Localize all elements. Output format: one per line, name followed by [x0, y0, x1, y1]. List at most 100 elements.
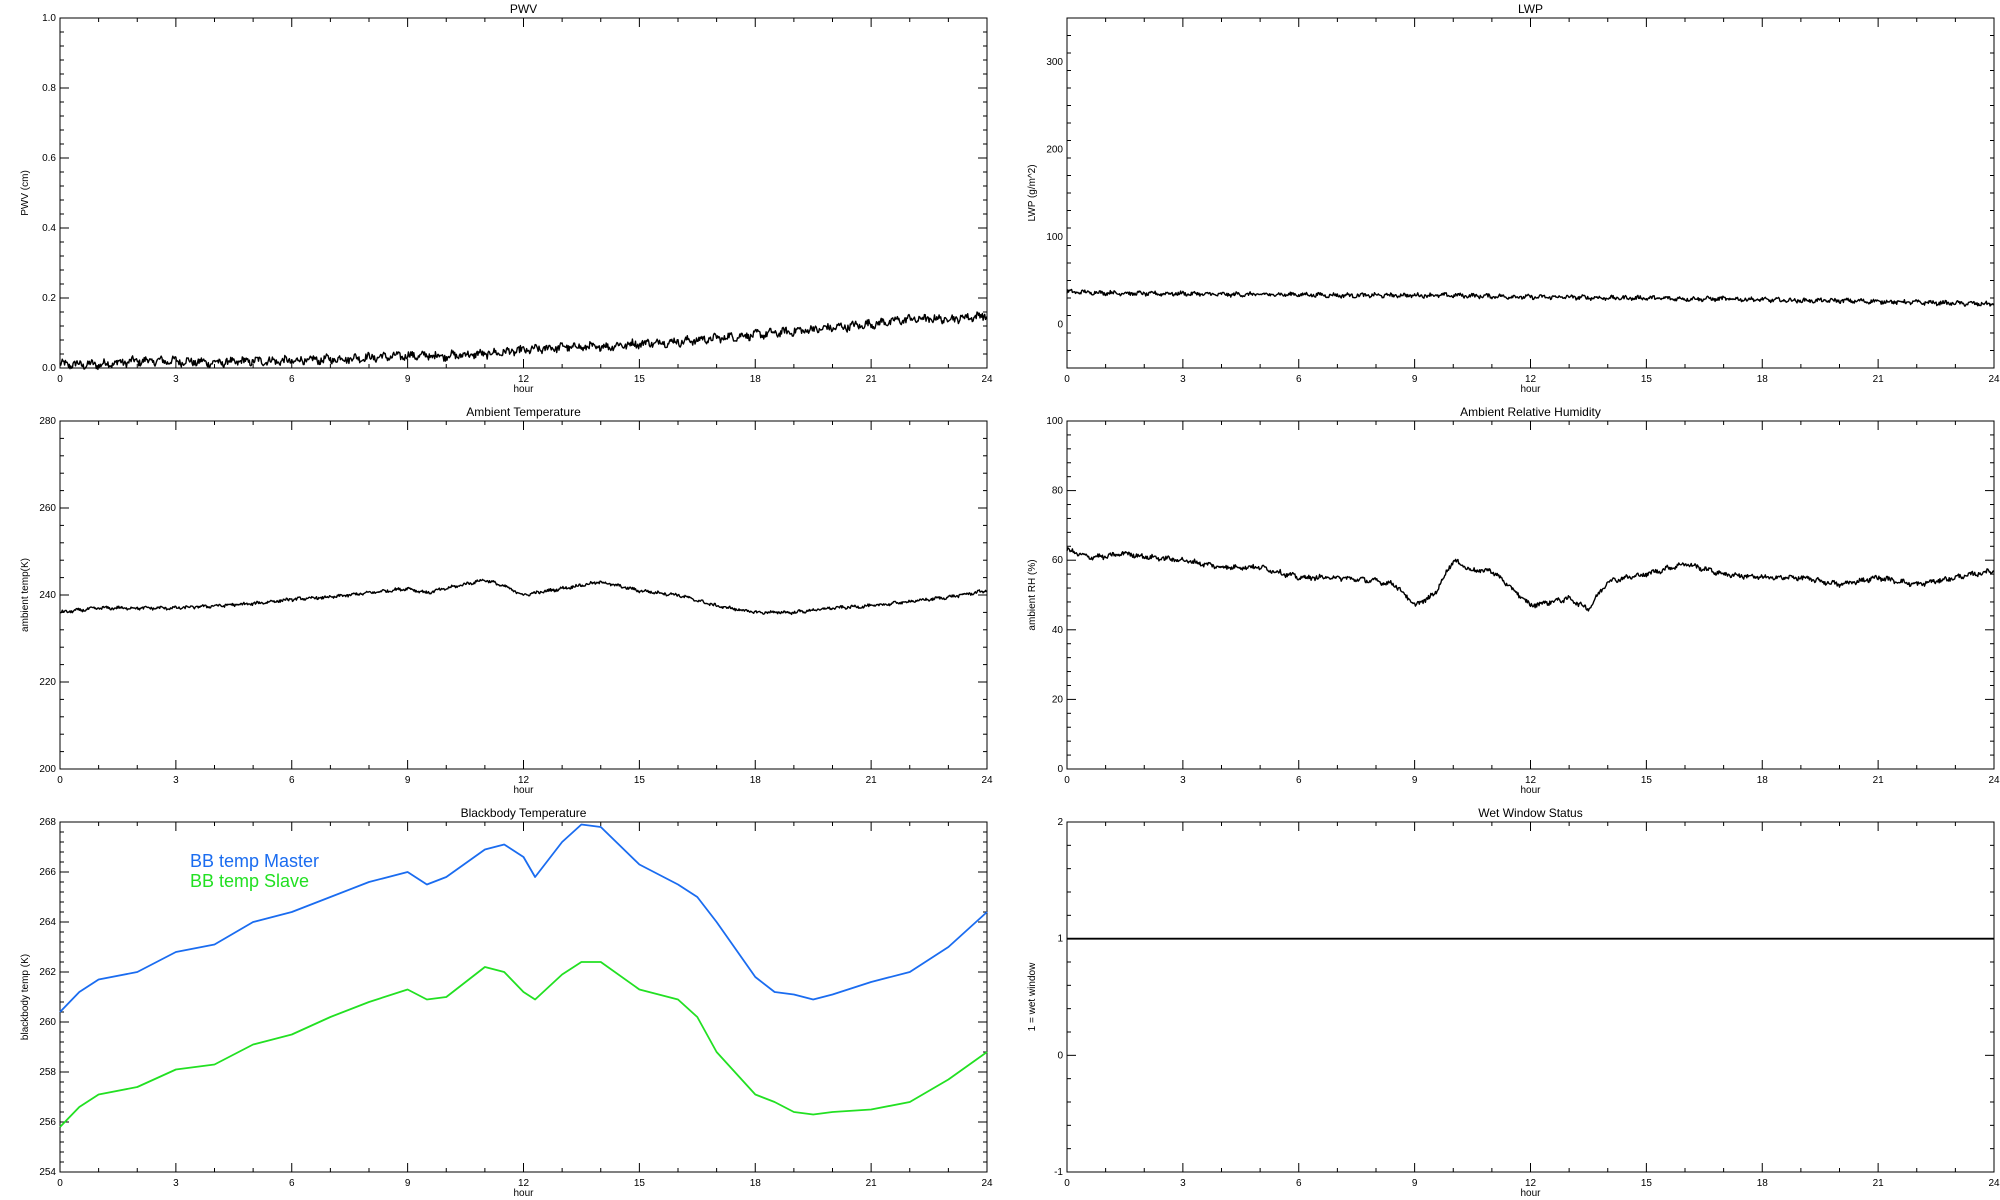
x-tick-label: 9 — [1412, 1178, 1418, 1189]
x-tick-label: 24 — [981, 1178, 993, 1189]
x-tick-label: 12 — [518, 374, 530, 385]
x-tick-label: 18 — [750, 374, 762, 385]
x-tick-label: 12 — [518, 1178, 530, 1189]
x-tick-label: 18 — [1757, 1178, 1769, 1189]
y-tick-label: 256 — [39, 1117, 56, 1128]
y-axis-label: LWP (g/m^2) — [1027, 164, 1038, 221]
x-tick-label: 24 — [1988, 775, 2000, 786]
x-tick-label: 0 — [1064, 775, 1070, 786]
x-tick-label: 0 — [57, 374, 63, 385]
series-line — [59, 311, 988, 371]
x-tick-label: 0 — [1064, 1178, 1070, 1189]
chart-ambient-relative-humidity: Ambient Relative Humidity 0 3 6 9 12 15 18 21 24 h… — [1027, 405, 2000, 796]
chart-title: PWV — [510, 2, 537, 16]
y-tick-label: 200 — [39, 764, 56, 775]
x-tick-label: 24 — [981, 374, 993, 385]
y-tick-label: 20 — [1052, 694, 1064, 705]
chart-title: Blackbody Temperature — [461, 806, 587, 820]
y-tick-label: 0 — [1057, 319, 1063, 330]
y-tick-label: 280 — [39, 416, 56, 427]
y-axis-label: 1 = wet window — [1027, 962, 1038, 1031]
x-tick-label: 21 — [1873, 775, 1885, 786]
x-tick-label: 15 — [1641, 775, 1653, 786]
x-axis-label: hour — [1520, 384, 1541, 395]
y-tick-label: 0.8 — [42, 83, 56, 94]
x-tick-label: 21 — [866, 1178, 878, 1189]
y-tick-label: -1 — [1054, 1167, 1063, 1178]
x-tick-label: 12 — [518, 775, 530, 786]
chart-title: LWP — [1518, 2, 1543, 16]
x-tick-label: 9 — [405, 775, 411, 786]
x-tick-label: 18 — [750, 775, 762, 786]
y-tick-label: 240 — [39, 590, 56, 601]
y-tick-label: 2 — [1057, 817, 1063, 828]
x-tick-label: 9 — [1412, 775, 1418, 786]
series-line — [1066, 547, 1995, 612]
x-tick-label: 21 — [1873, 374, 1885, 385]
legend-entry: BB temp Master — [190, 851, 319, 871]
chart-pwv: PWV 0 3 6 9 12 15 18 21 24 hour 0.0 0.2 0.4 0.6 0.8 1.0 P… — [20, 2, 993, 395]
x-tick-label: 6 — [289, 1178, 295, 1189]
x-axis-label: hour — [513, 785, 534, 796]
y-tick-label: 80 — [1052, 486, 1064, 497]
x-tick-label: 6 — [1296, 374, 1302, 385]
chart-blackbody-temperature: Blackbody Temperature 0 3 6 9 12 15 18 21 24 hour 2… — [20, 806, 993, 1199]
x-tick-label: 0 — [57, 775, 63, 786]
x-tick-label: 3 — [173, 775, 179, 786]
y-axis-label: ambient RH (%) — [1027, 559, 1038, 630]
y-tick-label: 220 — [39, 677, 56, 688]
y-tick-label: 0.0 — [42, 363, 56, 374]
y-tick-label: 200 — [1046, 144, 1063, 155]
x-tick-label: 9 — [405, 1178, 411, 1189]
x-tick-label: 18 — [750, 1178, 762, 1189]
x-tick-label: 3 — [1180, 1178, 1186, 1189]
y-tick-label: 0.4 — [42, 223, 56, 234]
y-tick-label: 100 — [1046, 416, 1063, 427]
x-tick-label: 15 — [1641, 1178, 1653, 1189]
x-tick-label: 6 — [1296, 775, 1302, 786]
x-tick-label: 21 — [866, 775, 878, 786]
x-axis-label: hour — [1520, 785, 1541, 796]
x-tick-label: 6 — [289, 775, 295, 786]
y-tick-label: 100 — [1046, 232, 1063, 243]
x-tick-label: 9 — [1412, 374, 1418, 385]
x-tick-label: 9 — [405, 374, 411, 385]
y-tick-label: 262 — [39, 967, 56, 978]
x-tick-label: 6 — [1296, 1178, 1302, 1189]
y-tick-label: 266 — [39, 867, 56, 878]
series-line-bb-temp-master — [59, 823, 988, 1013]
x-tick-label: 24 — [1988, 1178, 2000, 1189]
y-tick-label: 0.6 — [42, 153, 56, 164]
x-tick-label: 3 — [1180, 374, 1186, 385]
y-tick-label: 260 — [39, 503, 56, 514]
x-tick-label: 15 — [1641, 374, 1653, 385]
x-tick-label: 15 — [634, 374, 646, 385]
x-axis-label: hour — [513, 1188, 534, 1199]
y-tick-label: 0 — [1057, 764, 1063, 775]
series-line — [59, 578, 987, 616]
x-tick-label: 12 — [1525, 1178, 1537, 1189]
x-tick-label: 3 — [173, 1178, 179, 1189]
chart-title: Ambient Relative Humidity — [1460, 405, 1601, 419]
y-tick-label: 1.0 — [42, 13, 56, 24]
chart-lwp: LWP 0 3 6 9 12 15 18 21 24 hour 0 100 200 300 LWP (g/m^… — [1027, 2, 2000, 395]
x-tick-label: 24 — [1988, 374, 2000, 385]
x-tick-label: 0 — [1064, 374, 1070, 385]
x-tick-label: 18 — [1757, 374, 1769, 385]
y-tick-label: 60 — [1052, 555, 1064, 566]
y-tick-label: 300 — [1046, 57, 1063, 68]
x-tick-label: 3 — [1180, 775, 1186, 786]
y-tick-label: 264 — [39, 917, 56, 928]
y-tick-label: 0 — [1057, 1050, 1063, 1061]
y-tick-label: 40 — [1052, 625, 1064, 636]
chart-title: Wet Window Status — [1478, 806, 1582, 820]
x-tick-label: 3 — [173, 374, 179, 385]
y-tick-label: 268 — [39, 817, 56, 828]
x-axis-label: hour — [1520, 1188, 1541, 1199]
x-tick-label: 24 — [981, 775, 993, 786]
y-axis-label: PWV (cm) — [20, 170, 31, 216]
x-tick-label: 21 — [1873, 1178, 1885, 1189]
x-tick-label: 0 — [57, 1178, 63, 1189]
x-tick-label: 12 — [1525, 374, 1537, 385]
